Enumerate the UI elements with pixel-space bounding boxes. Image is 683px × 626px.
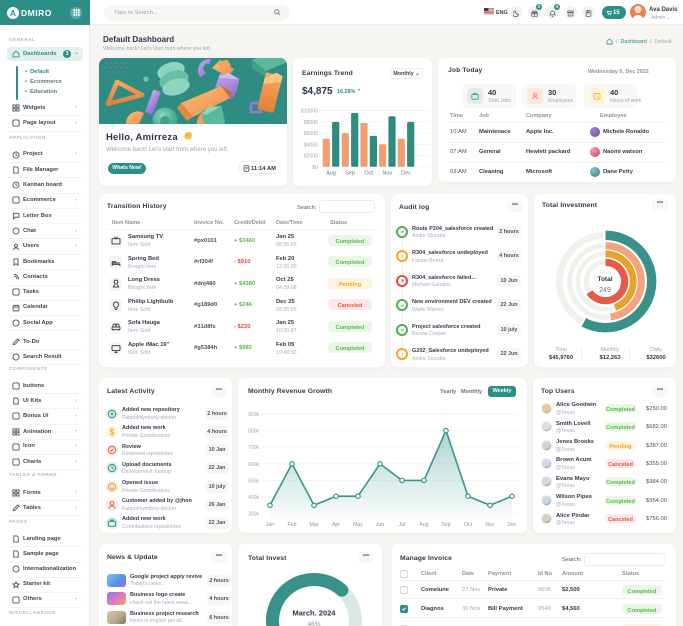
svg-text:900k: 900k [248, 412, 259, 418]
svg-text:800k: 800k [248, 429, 259, 435]
svg-text:Jul: Jul [399, 522, 406, 528]
svg-text:Feb: Feb [288, 522, 297, 528]
svg-text:46%: 46% [307, 621, 320, 626]
svg-text:Mar: Mar [310, 522, 319, 528]
svg-text:400k: 400k [248, 495, 259, 501]
svg-text:Nov: Nov [382, 171, 392, 177]
svg-text:300k: 300k [248, 512, 259, 518]
svg-text:Aug: Aug [419, 522, 428, 528]
svg-text:$10000: $10000 [301, 109, 318, 115]
svg-text:May: May [353, 522, 363, 528]
svg-text:Dec: Dec [401, 171, 411, 177]
svg-text:Oct: Oct [364, 171, 373, 177]
svg-text:$0: $0 [312, 165, 318, 171]
svg-text:500k: 500k [248, 478, 259, 484]
svg-text:$2000: $2000 [304, 154, 319, 160]
svg-text:Sep: Sep [441, 522, 450, 528]
svg-text:700k: 700k [248, 445, 259, 451]
svg-text:Sep: Sep [345, 171, 355, 177]
svg-text:March. 2024: March. 2024 [293, 609, 337, 618]
svg-text:Jan: Jan [266, 522, 274, 528]
svg-text:Aug: Aug [326, 171, 336, 177]
svg-text:$4000: $4000 [304, 142, 319, 148]
svg-text:A: A [10, 8, 16, 18]
svg-text:Oct: Oct [464, 522, 473, 528]
svg-text:Apr: Apr [332, 522, 340, 528]
svg-text:Jun: Jun [376, 522, 384, 528]
svg-text:$6000: $6000 [304, 131, 319, 137]
svg-text:Dec: Dec [507, 522, 517, 528]
svg-text:600k: 600k [248, 462, 259, 468]
svg-text:$8000: $8000 [304, 120, 319, 126]
svg-text:Nov: Nov [485, 522, 495, 528]
